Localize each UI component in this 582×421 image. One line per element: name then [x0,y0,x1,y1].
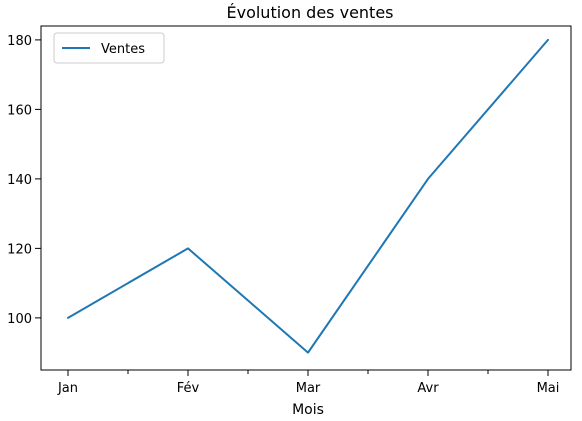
legend: Ventes [53,32,165,64]
x-tick-label-1: Fév [177,381,200,396]
y-tick-label-0: 100 [7,312,32,327]
x-tick-label-0: Jan [57,381,78,396]
chart-title: Évolution des ventes [226,3,393,22]
y-axis: 100 120 140 160 180 [7,34,41,327]
plot-frame [40,25,572,371]
legend-label-ventes: Ventes [101,42,145,57]
x-axis: Jan Fév Mar Avr Mai [57,370,559,396]
x-tick-label-3: Avr [417,381,439,396]
y-tick-label-4: 180 [7,34,32,49]
x-axis-title: Mois [292,402,324,418]
x-tick-label-2: Mar [296,381,321,396]
y-tick-label-1: 120 [7,242,32,257]
x-tick-label-4: Mai [537,381,560,396]
plot-area: Jan Fév Mar Avr Mai 100 120 140 160 180 [7,25,572,396]
y-tick-label-3: 160 [7,103,32,118]
series-layer [67,38,549,354]
series-line-0 [67,38,549,354]
y-tick-label-2: 140 [7,173,32,188]
legend-box [53,32,165,64]
